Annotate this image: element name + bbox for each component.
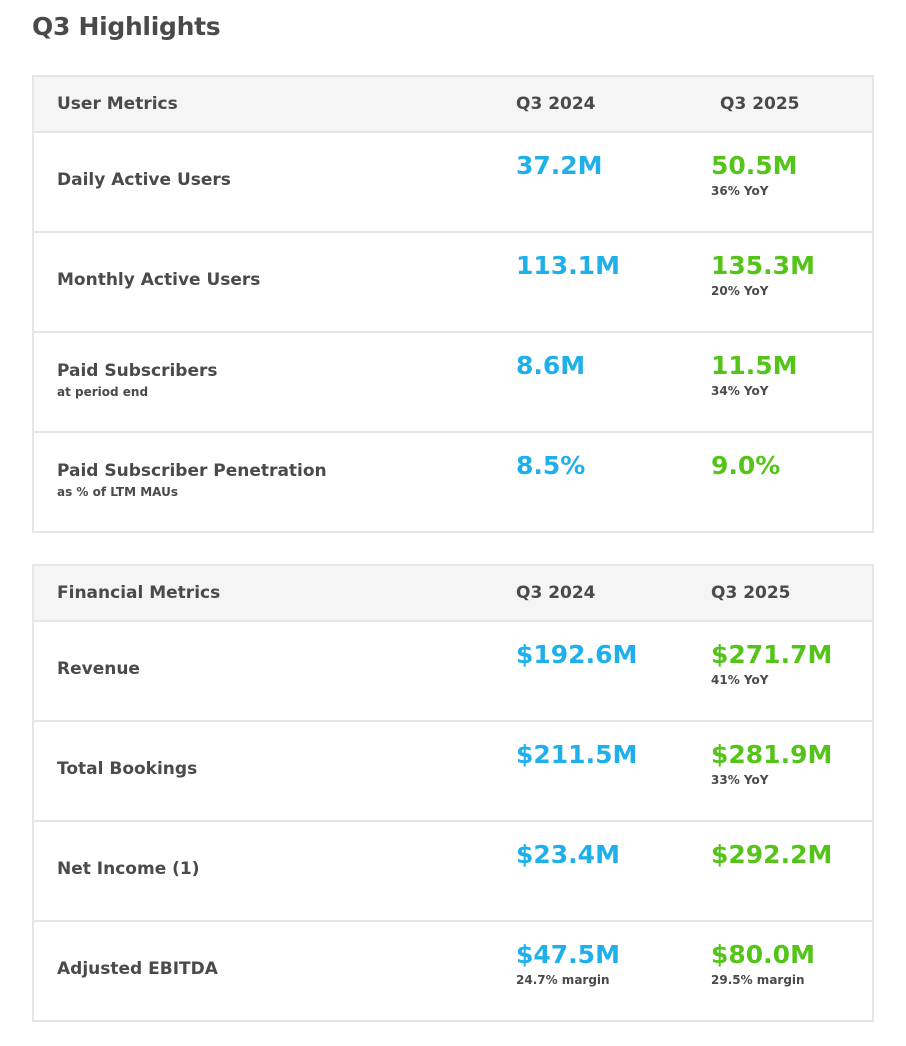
page-title: Q3 Highlights — [32, 12, 221, 41]
table-row: Adjusted EBITDA $47.5M 24.7% margin $80.0… — [34, 922, 872, 1020]
value-q3-2024: 8.6M — [516, 351, 585, 380]
value-q3-2024: 37.2M — [516, 151, 603, 180]
value-q3-2025: 9.0% — [711, 451, 780, 480]
value-q3-2024: $47.5M 24.7% margin — [516, 940, 620, 987]
metric-subtitle: at period end — [57, 385, 149, 399]
header-q3-2024: Q3 2024 — [516, 94, 596, 114]
header-label: Financial Metrics — [57, 583, 221, 603]
metric-subtitle: as % of LTM MAUs — [57, 485, 178, 499]
table-header: Financial Metrics Q3 2024 Q3 2025 — [34, 566, 872, 622]
value: 8.5% — [516, 451, 586, 480]
metric-name: Revenue — [57, 659, 140, 679]
metric-name: Adjusted EBITDA — [57, 959, 218, 979]
value-q3-2024: 8.5% — [516, 451, 585, 480]
value-q3-2024: $192.6M — [516, 640, 637, 669]
value-note: 29.5% margin — [711, 973, 805, 987]
value: 8.6M — [516, 351, 586, 380]
metric-name: Paid Subscriber Penetration — [57, 461, 327, 481]
financial-metrics-table: Financial Metrics Q3 2024 Q3 2025 Revenu… — [32, 564, 874, 1022]
value: $281.9M — [711, 740, 833, 769]
user-metrics-table: User Metrics Q3 2024 Q3 2025 Daily Activ… — [32, 75, 874, 533]
value: 11.5M — [711, 351, 798, 380]
value: $47.5M — [516, 940, 620, 969]
value-q3-2025: $292.2M — [711, 840, 832, 869]
header-q3-2025: Q3 2025 — [711, 583, 791, 603]
table-header: User Metrics Q3 2024 Q3 2025 — [34, 77, 872, 133]
value-q3-2024: $23.4M — [516, 840, 620, 869]
table-row: Daily Active Users 37.2M 50.5M 36% YoY — [34, 133, 872, 233]
value-note: 24.7% margin — [516, 973, 610, 987]
metric-label: Revenue — [57, 650, 140, 679]
metric-label: Paid Subscribers at period end — [57, 361, 218, 399]
value: 113.1M — [516, 251, 620, 280]
value-q3-2025: $271.7M 41% YoY — [711, 640, 832, 687]
metric-label: Adjusted EBITDA — [57, 950, 218, 979]
value-q3-2025: 135.3M 20% YoY — [711, 251, 815, 298]
metric-name: Paid Subscribers — [57, 361, 218, 381]
value: 37.2M — [516, 151, 603, 180]
metric-name: Net Income (1) — [57, 859, 200, 879]
value-q3-2025: 11.5M 34% YoY — [711, 351, 798, 398]
value-note: 36% YoY — [711, 184, 769, 198]
value-note: 41% YoY — [711, 673, 769, 687]
table-row: Paid Subscriber Penetration as % of LTM M… — [34, 433, 872, 531]
value: $23.4M — [516, 840, 620, 869]
header-q3-2025: Q3 2025 — [720, 94, 800, 114]
table-row: Paid Subscribers at period end 8.6M 11.5M… — [34, 333, 872, 433]
value-note: 20% YoY — [711, 284, 769, 298]
value: $80.0M — [711, 940, 815, 969]
metric-label: Paid Subscriber Penetration as % of LTM M… — [57, 461, 327, 499]
value-note: 33% YoY — [711, 773, 769, 787]
header-label: User Metrics — [57, 94, 178, 114]
value: $271.7M — [711, 640, 833, 669]
value: $211.5M — [516, 740, 638, 769]
value-note: 34% YoY — [711, 384, 769, 398]
metric-name: Daily Active Users — [57, 170, 231, 190]
metric-label: Daily Active Users — [57, 161, 231, 190]
metric-label: Net Income (1) — [57, 850, 200, 879]
metric-name: Total Bookings — [57, 759, 198, 779]
metric-label: Monthly Active Users — [57, 261, 260, 290]
table-row: Revenue $192.6M $271.7M 41% YoY — [34, 622, 872, 722]
metric-label: Total Bookings — [57, 750, 197, 779]
value-q3-2024: $211.5M — [516, 740, 637, 769]
value-q3-2024: 113.1M — [516, 251, 620, 280]
value: $292.2M — [711, 840, 833, 869]
table-row: Net Income (1) $23.4M $292.2M — [34, 822, 872, 922]
value-q3-2025: $80.0M 29.5% margin — [711, 940, 815, 987]
value-q3-2025: 50.5M 36% YoY — [711, 151, 798, 198]
metric-name: Monthly Active Users — [57, 270, 261, 290]
value-q3-2025: $281.9M 33% YoY — [711, 740, 832, 787]
table-row: Total Bookings $211.5M $281.9M 33% YoY — [34, 722, 872, 822]
header-q3-2024: Q3 2024 — [516, 583, 596, 603]
value: 50.5M — [711, 151, 798, 180]
table-row: Monthly Active Users 113.1M 135.3M 20% Yo… — [34, 233, 872, 333]
value: $192.6M — [516, 640, 638, 669]
value: 135.3M — [711, 251, 815, 280]
value: 9.0% — [711, 451, 781, 480]
